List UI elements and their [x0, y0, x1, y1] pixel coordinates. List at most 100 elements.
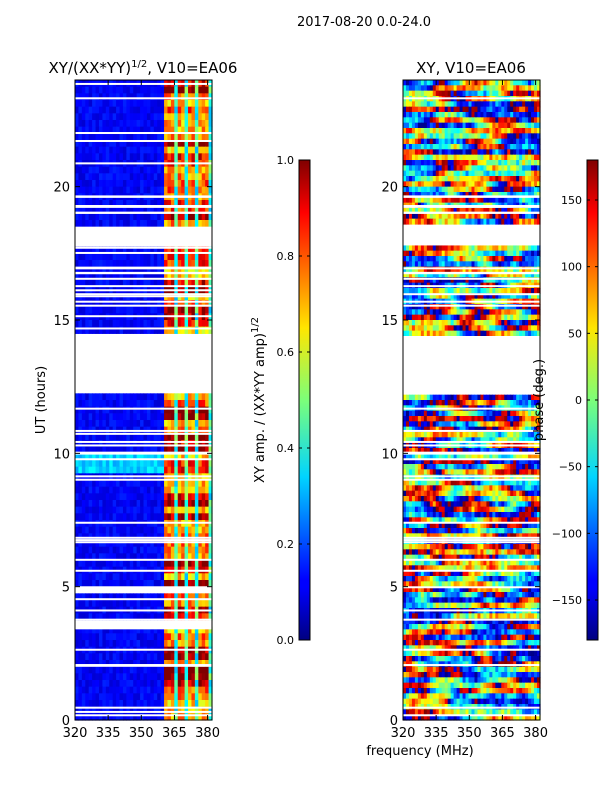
phase-cell [417, 186, 422, 193]
phase-cell [414, 277, 419, 284]
amplitude-cell [177, 493, 182, 501]
phase-cell [432, 85, 437, 92]
amplitude-cell [194, 320, 199, 328]
amplitude-cell [198, 326, 203, 334]
amplitude-cell [105, 213, 110, 221]
amplitude-cell [184, 133, 189, 141]
amplitude-cell [188, 146, 193, 154]
amplitude-cell [129, 560, 134, 568]
phase-cell [417, 192, 422, 198]
amplitude-cell [208, 680, 213, 688]
amplitude-cell [136, 186, 141, 194]
amplitude-cell [181, 513, 186, 521]
amplitude-cell [170, 540, 175, 548]
amplitude-cell [153, 486, 158, 494]
amplitude-cell [112, 206, 117, 214]
amplitude-cell [75, 480, 80, 488]
phase-cell [510, 186, 514, 193]
amplitude-cell [126, 506, 131, 514]
phase-cell [486, 117, 490, 124]
phase-cell [420, 112, 425, 118]
amplitude-cell [78, 486, 83, 494]
phase-cell [492, 128, 496, 134]
amplitude-cell [105, 326, 110, 334]
amplitude-cell [75, 120, 80, 128]
amplitude-cell [116, 713, 121, 721]
phase-cell [468, 149, 473, 156]
amplitude-cell [198, 106, 203, 114]
amplitude-cell [116, 113, 121, 121]
phase-cell [489, 250, 493, 257]
amplitude-cell [126, 273, 131, 281]
phase-cell [462, 133, 467, 140]
phase-cell [528, 165, 532, 172]
amplitude-cell [126, 140, 131, 148]
amplitude-cell [164, 106, 169, 114]
phase-cell [474, 192, 479, 198]
amplitude-cell [102, 326, 107, 334]
phase-cell [453, 128, 458, 134]
amplitude-cell [208, 460, 213, 468]
phase-cell [507, 80, 511, 86]
amplitude-cell [116, 273, 121, 281]
phase-cell [426, 138, 431, 145]
amplitude-cell [184, 153, 189, 161]
phase-cell [531, 176, 535, 182]
phase-cell [405, 250, 410, 257]
amplitude-cell [191, 106, 196, 114]
phase-cell [438, 122, 443, 129]
amplitude-cell [133, 560, 138, 568]
amplitude-cell [157, 600, 162, 608]
amplitude-gap-line [75, 648, 212, 651]
amplitude-cell [88, 113, 93, 121]
amplitude-cell [191, 573, 196, 581]
amplitude-cell [160, 500, 165, 508]
phase-cell [453, 266, 458, 273]
phase-cell [477, 154, 482, 161]
amplitude-cell [181, 560, 186, 568]
amplitude-cell [122, 573, 127, 581]
amplitude-cell [122, 100, 127, 108]
phase-cell [486, 122, 490, 129]
amplitude-cell [160, 433, 165, 441]
amplitude-cell [105, 580, 110, 588]
amplitude-cell [95, 453, 100, 461]
phase-cell [534, 117, 538, 124]
amplitude-cell [160, 246, 165, 254]
amplitude-cell [194, 420, 199, 428]
amplitude-cell [160, 480, 165, 488]
phase-cell [426, 122, 431, 129]
amplitude-cell [205, 180, 210, 188]
amplitude-cell [194, 466, 199, 474]
amplitude-cell [119, 200, 124, 208]
amplitude-cell [167, 400, 172, 408]
phase-cell [501, 122, 505, 129]
amplitude-cell [201, 306, 206, 314]
phase-cell [486, 90, 490, 97]
phase-cell [528, 106, 532, 113]
amplitude-cell [153, 593, 158, 601]
phase-cell [429, 165, 434, 172]
amplitude-cell [75, 453, 80, 461]
amplitude-cell [160, 626, 165, 634]
phase-cell [474, 90, 479, 97]
phase-cell [429, 144, 434, 150]
amplitude-gap-line [75, 440, 212, 443]
phase-cell [531, 250, 535, 257]
amplitude-cell [105, 206, 110, 214]
amplitude-cell [177, 166, 182, 174]
phase-cell [468, 85, 473, 92]
phase-cell [435, 277, 440, 284]
amplitude-cell [153, 526, 158, 534]
amplitude-cell [140, 453, 145, 461]
amplitude-cell [98, 666, 103, 674]
amplitude-cell [143, 653, 148, 661]
amplitude-cell [177, 680, 182, 688]
amplitude-cell [136, 460, 141, 468]
amplitude-cell [119, 573, 124, 581]
amplitude-cell [105, 440, 110, 448]
amplitude-cell [116, 680, 121, 688]
amplitude-cell [198, 713, 203, 721]
phase-cell [486, 261, 490, 268]
phase-cell [504, 154, 508, 161]
